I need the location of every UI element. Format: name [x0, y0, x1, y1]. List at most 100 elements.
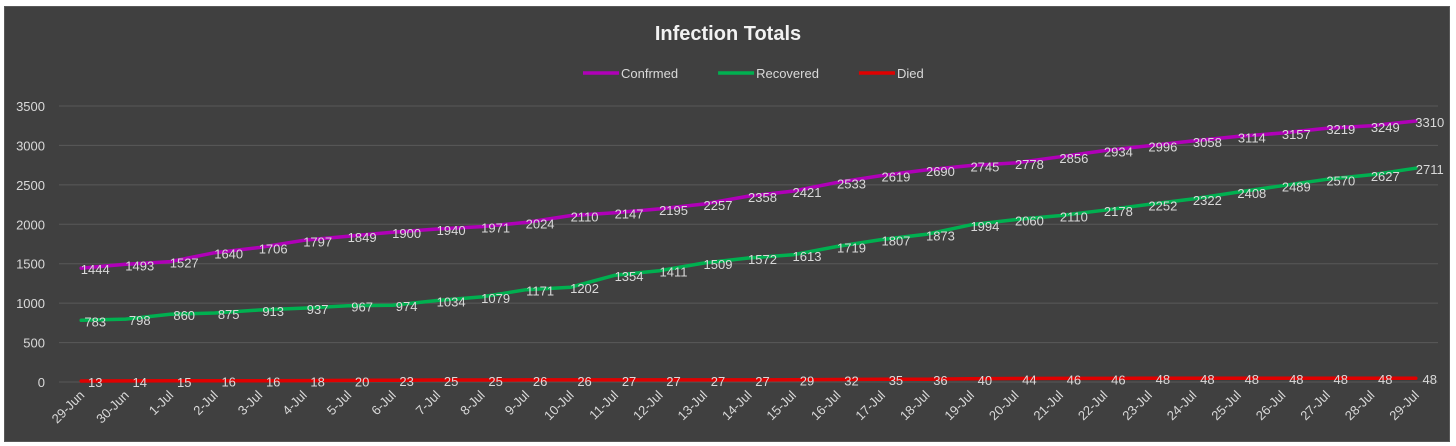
data-label: 14	[132, 375, 146, 390]
data-label: 3249	[1371, 120, 1400, 135]
x-tick-label: 15-Jul	[763, 387, 799, 423]
data-label: 48	[1289, 372, 1303, 387]
data-label: 2110	[1060, 210, 1088, 225]
x-axis: 29-Jun 30-Jun 1-Jul 2-Jul 3-Jul 4-Jul 5-Jul 6-J…	[49, 387, 1422, 426]
data-label: 48	[1156, 372, 1170, 387]
data-label: 2627	[1371, 169, 1400, 184]
x-tick-label: 2-Jul	[190, 387, 221, 418]
data-label: 913	[262, 304, 284, 319]
data-label: 2252	[1148, 198, 1177, 213]
data-label: 2619	[881, 169, 910, 184]
data-label: 2745	[970, 160, 999, 175]
legend-label: Confrmed	[621, 66, 678, 81]
x-tick-label: 30-Jun	[93, 388, 132, 427]
y-tick-label: 3000	[16, 138, 45, 153]
data-label: 1034	[437, 294, 466, 309]
data-label: 1807	[881, 234, 910, 249]
y-tick-label: 0	[38, 375, 45, 390]
data-label: 27	[755, 374, 769, 389]
x-tick-label: 14-Jul	[719, 387, 755, 423]
data-label: 27	[622, 374, 636, 389]
y-tick-label: 1500	[16, 257, 45, 272]
data-label: 3310	[1415, 115, 1444, 130]
x-tick-label: 29-Jun	[49, 388, 88, 427]
data-label: 40	[978, 373, 992, 388]
data-label: 1444	[81, 262, 110, 277]
data-label: 937	[307, 302, 329, 317]
data-label: 967	[351, 300, 373, 315]
data-label: 1994	[970, 219, 999, 234]
data-label: 2856	[1059, 151, 1088, 166]
series-line-confrmed	[79, 119, 1418, 270]
data-label: 18	[310, 375, 324, 390]
data-label: 3157	[1282, 127, 1311, 142]
y-tick-label: 3500	[16, 99, 45, 114]
x-tick-label: 10-Jul	[541, 387, 577, 423]
chart-title: Infection Totals	[655, 23, 801, 45]
line-chart: 0 500 1000 1500 2000 2500 3000 3500 29-Jun 30-Ju…	[16, 23, 1444, 426]
data-label: 44	[1022, 373, 1036, 388]
data-label: 1613	[793, 249, 822, 264]
data-label: 23	[399, 374, 413, 389]
data-label: 16	[221, 375, 235, 390]
x-tick-label: 6-Jul	[368, 387, 399, 418]
data-label: 860	[173, 308, 195, 323]
data-label: 2178	[1104, 204, 1133, 219]
data-label: 2778	[1015, 157, 1044, 172]
data-label: 48	[1423, 372, 1437, 387]
data-label: 2421	[793, 185, 822, 200]
x-tick-label: 29-Jul	[1386, 387, 1422, 423]
data-label: 48	[1245, 372, 1259, 387]
data-label: 1354	[615, 269, 644, 284]
x-tick-label: 24-Jul	[1164, 387, 1200, 423]
data-label: 1849	[348, 230, 377, 245]
data-label: 25	[444, 374, 458, 389]
data-label: 783	[84, 314, 106, 329]
series-line-died	[79, 376, 1418, 383]
y-tick-label: 2000	[16, 217, 45, 232]
data-label: 2690	[926, 164, 955, 179]
data-label: 25	[488, 374, 502, 389]
data-label: 27	[666, 374, 680, 389]
data-label: 1171	[526, 284, 554, 299]
data-label: 2060	[1015, 214, 1044, 229]
x-tick-label: 7-Jul	[413, 387, 444, 418]
series-lines	[79, 119, 1418, 383]
x-tick-label: 8-Jul	[457, 387, 488, 418]
x-tick-label: 4-Jul	[279, 387, 310, 418]
x-tick-label: 11-Jul	[586, 387, 621, 422]
series-line-recovered	[79, 166, 1418, 323]
data-label: 15	[177, 375, 191, 390]
x-tick-label: 3-Jul	[235, 387, 266, 418]
data-label: 3114	[1238, 130, 1266, 145]
data-label: 1971	[481, 221, 510, 236]
x-tick-label: 28-Jul	[1342, 387, 1378, 423]
x-tick-label: 19-Jul	[941, 387, 977, 423]
x-tick-label: 12-Jul	[630, 387, 666, 423]
x-tick-label: 17-Jul	[852, 387, 888, 423]
data-label: 29	[800, 374, 814, 389]
x-tick-label: 27-Jul	[1297, 387, 1333, 423]
chart-area[interactable]: 0 500 1000 1500 2000 2500 3000 3500 29-Jun 30-Ju…	[4, 6, 1450, 442]
data-label: 16	[266, 375, 280, 390]
data-label: 46	[1111, 372, 1125, 387]
data-label: 13	[88, 375, 102, 390]
data-label: 3058	[1193, 135, 1222, 150]
data-label: 1706	[259, 241, 288, 256]
x-tick-label: 25-Jul	[1208, 387, 1244, 423]
x-tick-label: 16-Jul	[808, 387, 844, 423]
legend-label: Died	[897, 66, 924, 81]
y-axis: 0 500 1000 1500 2000 2500 3000 3500	[16, 99, 45, 390]
x-tick-label: 20-Jul	[986, 387, 1022, 423]
x-tick-label: 5-Jul	[324, 387, 355, 418]
data-label: 1411	[660, 265, 688, 280]
data-label: 1527	[170, 256, 199, 271]
data-label: 1719	[837, 240, 866, 255]
x-tick-label: 1-Jul	[146, 387, 177, 418]
data-label: 26	[577, 374, 591, 389]
data-label: 2489	[1282, 180, 1311, 195]
data-label: 1940	[437, 223, 466, 238]
legend: Confrmed Recovered Died	[583, 66, 924, 81]
data-label: 26	[533, 374, 547, 389]
